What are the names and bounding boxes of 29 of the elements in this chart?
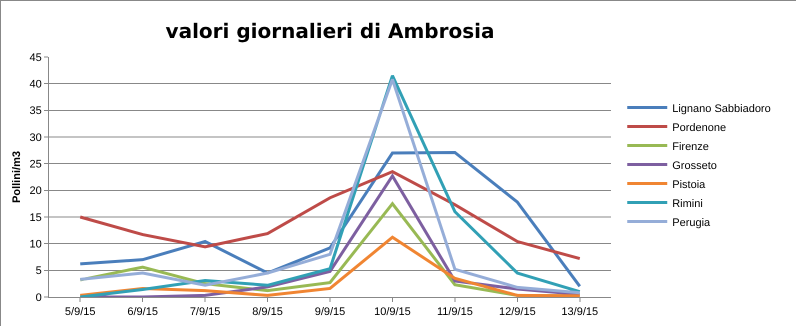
legend-label: Perugia (672, 216, 712, 229)
x-tick-label: 8/9/15 (252, 306, 283, 318)
line-series (78, 170, 582, 260)
x-tick-label: 7/9/15 (190, 306, 220, 318)
y-tick-label: 25 (30, 158, 42, 171)
legend-label: Pistoia (672, 178, 706, 191)
y-tick-label: 20 (30, 185, 42, 198)
legend-label: Firenze (672, 140, 709, 153)
y-tick-label: 40 (30, 78, 42, 91)
y-tick-label: 35 (30, 105, 42, 118)
y-tick-label: 15 (30, 212, 42, 224)
legend-label: Grosseto (672, 160, 717, 172)
x-tick-label: 5/9/15 (64, 306, 96, 318)
legend-label: Pordenone (672, 122, 726, 134)
y-tick-label: 0 (36, 292, 42, 304)
x-tick-label: 11/9/15 (436, 306, 473, 318)
x-tick-label: 12/9/15 (498, 306, 536, 318)
chart-title: valori giornalieri di Ambrosia (166, 18, 494, 43)
y-axis-title: Pollini/m3 (11, 151, 24, 203)
x-tick-label: 9/9/15 (314, 306, 346, 318)
y-tick-label: 45 (30, 52, 42, 64)
x-tick-label: 6/9/15 (127, 306, 158, 318)
y-tick-label: 5 (36, 265, 42, 278)
y-tick-label: 30 (30, 132, 42, 144)
x-tick-label: 13/9/15 (561, 306, 598, 318)
legend-label: Rimini (672, 198, 703, 210)
y-tick-label: 10 (30, 238, 42, 251)
x-tick-label: 10/9/15 (374, 306, 411, 318)
legend-label: Lignano Sabbiadoro (672, 102, 771, 115)
